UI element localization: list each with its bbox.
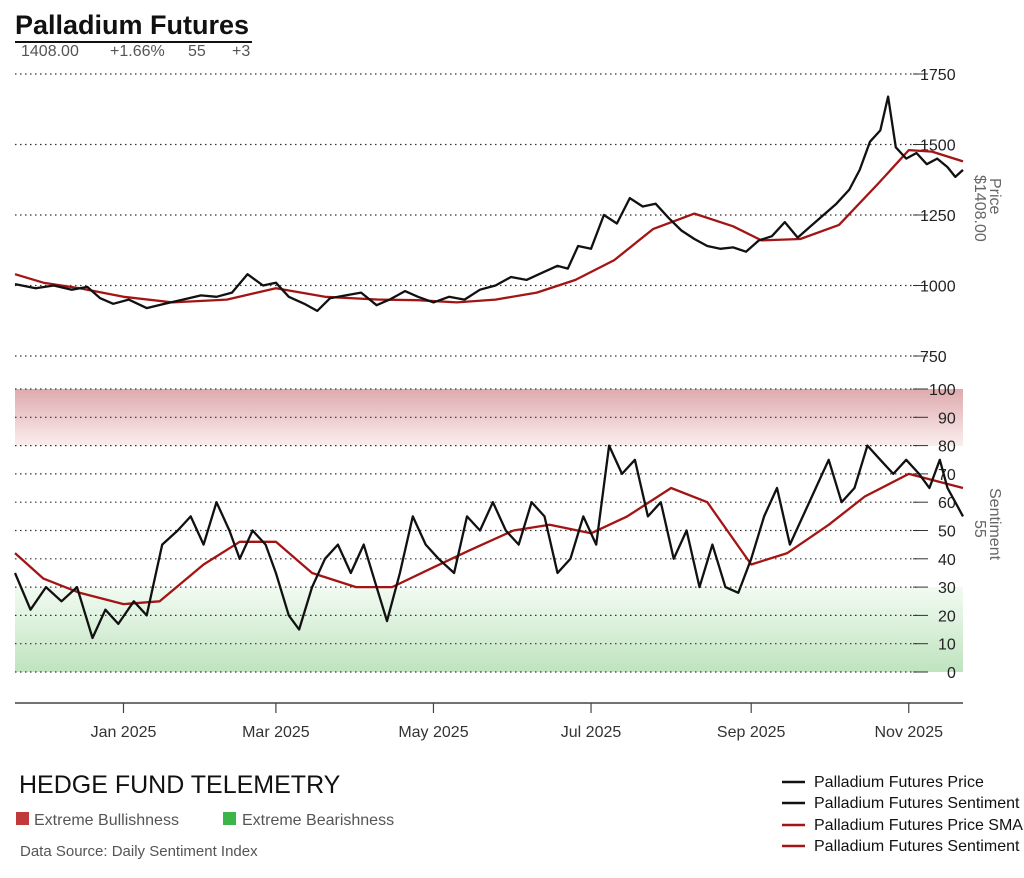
sentiment-tick-label: 20: [938, 608, 956, 625]
price-tick-label: 750: [920, 349, 947, 366]
price-line: [14, 95, 964, 313]
sentiment-line: [13, 444, 965, 640]
x-tick-label: Nov 2025: [875, 724, 944, 741]
legend-label-price: Palladium Futures Price: [814, 774, 984, 791]
sentiment-axis-label: Sentiment: [986, 488, 1003, 561]
x-tick-label: Sep 2025: [717, 724, 786, 741]
bull-legend-swatch: [16, 812, 29, 825]
chart-title: Palladium Futures: [15, 10, 249, 40]
bear-zone: [15, 587, 963, 672]
x-tick-label: Jul 2025: [561, 724, 622, 741]
sentiment-tick-label: 100: [929, 382, 956, 399]
sentiment-tick-label: 60: [938, 495, 956, 512]
legend-label-price-sma: Palladium Futures Price SMA: [814, 817, 1023, 834]
sentiment-sma-line: [14, 472, 964, 606]
price-sma-line: [14, 148, 964, 304]
sentiment-tick-label: 30: [938, 580, 956, 597]
sentiment-tick-label: 50: [938, 524, 956, 541]
x-tick-label: Jan 2025: [91, 724, 157, 741]
bear-legend-label: Extreme Bearishness: [242, 812, 394, 829]
stat-change: +1.66%: [110, 43, 165, 60]
price-current-label: $1408.00: [971, 175, 988, 242]
price-tick-label: 1000: [920, 279, 956, 296]
series-legend: Palladium Futures Price Palladium Future…: [782, 774, 1024, 855]
sentiment-tick-label: 40: [938, 552, 956, 569]
bear-legend-swatch: [223, 812, 236, 825]
sentiment-current-label: 55: [971, 520, 988, 538]
sentiment-tick-label: 10: [938, 637, 956, 654]
price-tick-label: 1250: [920, 208, 956, 225]
legend-label-sentiment-sma: Palladium Futures Sentiment SMA: [814, 838, 1024, 855]
stat-sentiment: 55: [188, 43, 206, 60]
stat-sentiment-change: +3: [232, 43, 250, 60]
x-tick-label: May 2025: [398, 724, 468, 741]
sentiment-tick-label: 90: [938, 410, 956, 427]
grid-lines: [15, 73, 928, 713]
brand-label: HEDGE FUND TELEMETRY: [19, 771, 341, 799]
sentiment-tick-label: 0: [947, 665, 956, 682]
bull-legend-label: Extreme Bullishness: [34, 812, 179, 829]
price-axis-label: Price: [986, 178, 1003, 215]
data-source: Data Source: Daily Sentiment Index: [20, 843, 258, 860]
series-lines: [13, 95, 965, 640]
price-tick-label: 1750: [920, 67, 956, 84]
sentiment-tick-label: 80: [938, 439, 956, 456]
legend-label-sentiment: Palladium Futures Sentiment: [814, 795, 1020, 812]
stat-price: 1408.00: [21, 43, 79, 60]
x-tick-label: Mar 2025: [242, 724, 310, 741]
